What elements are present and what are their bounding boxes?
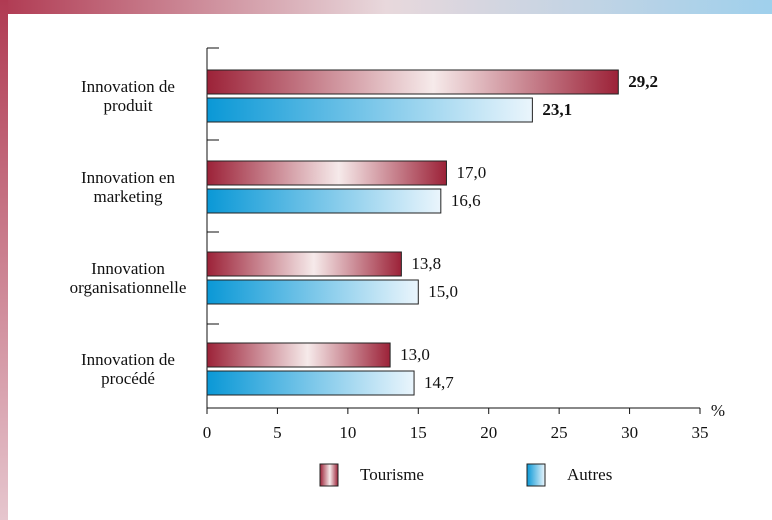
- bar: [206, 160, 447, 186]
- legend-label: Tourisme: [360, 465, 424, 484]
- x-tick-label: 5: [273, 423, 282, 442]
- legend-swatch: [319, 463, 339, 487]
- legend-label: Autres: [567, 465, 612, 484]
- bar: [206, 342, 391, 368]
- value-label: 14,7: [424, 373, 454, 392]
- frame-left: [0, 0, 8, 520]
- x-axis-label: %: [711, 401, 725, 420]
- x-tick-label: 35: [692, 423, 709, 442]
- value-label: 16,6: [451, 191, 481, 210]
- x-tick-label: 0: [203, 423, 212, 442]
- value-label: 13,8: [411, 254, 441, 273]
- bar: [206, 279, 419, 305]
- bar: [206, 188, 442, 214]
- bar: [206, 251, 402, 277]
- category-label: Innovation en marketing: [81, 168, 175, 206]
- x-tick-label: 10: [339, 423, 356, 442]
- x-tick-label: 25: [551, 423, 568, 442]
- legend-swatch: [526, 463, 546, 487]
- x-tick-label: 15: [410, 423, 427, 442]
- value-label: 15,0: [428, 282, 458, 301]
- value-label: 23,1: [542, 100, 572, 119]
- value-label: 17,0: [456, 163, 486, 182]
- value-label: 13,0: [400, 345, 430, 364]
- value-label: 29,2: [628, 72, 658, 91]
- category-label: Innovation de produit: [81, 77, 175, 115]
- x-tick-label: 20: [480, 423, 497, 442]
- frame-top: [0, 0, 772, 14]
- x-tick-label: 30: [621, 423, 638, 442]
- category-label: Innovation organisationnelle: [69, 259, 187, 297]
- bar: [206, 97, 533, 123]
- bar: [206, 69, 619, 95]
- category-label: Innovation de procédé: [81, 350, 175, 388]
- bar: [206, 370, 415, 396]
